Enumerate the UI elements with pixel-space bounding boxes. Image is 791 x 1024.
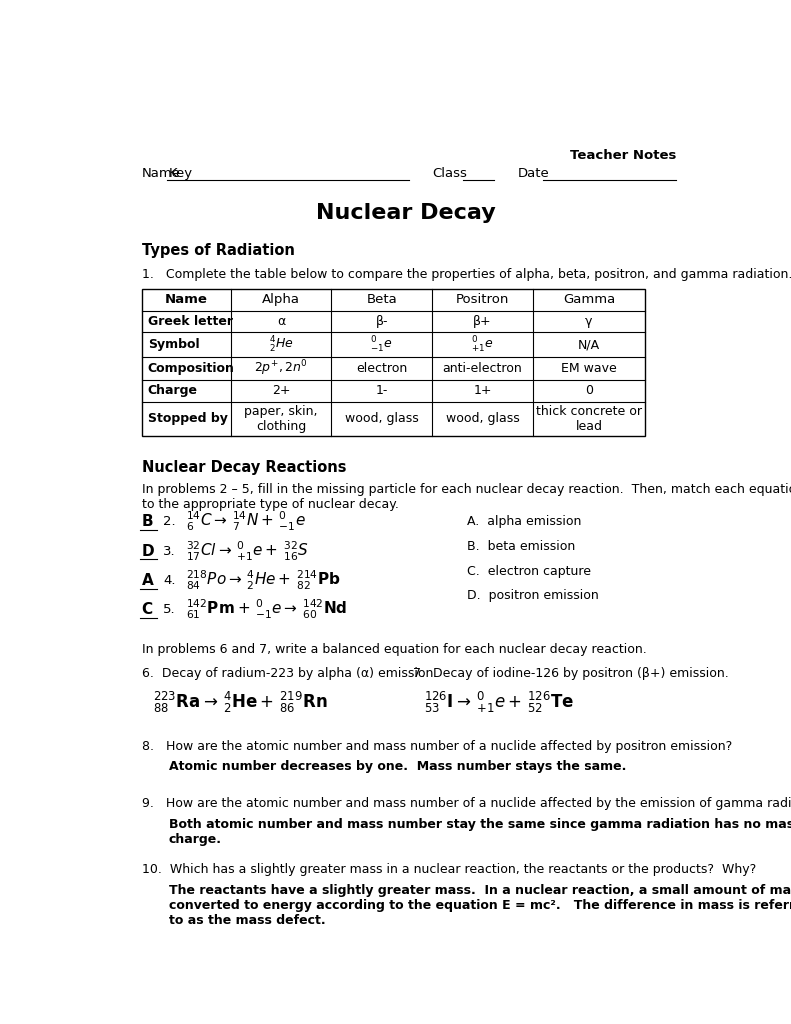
Text: electron: electron <box>356 362 407 375</box>
Text: C.  electron capture: C. electron capture <box>467 564 591 578</box>
Text: wood, glass: wood, glass <box>345 412 418 425</box>
Text: Nuclear Decay: Nuclear Decay <box>316 203 495 223</box>
Text: $^{32}_{17}Cl\rightarrow\,^{0}_{+1}e+\,^{32}_{16}S$: $^{32}_{17}Cl\rightarrow\,^{0}_{+1}e+\,^… <box>187 540 309 562</box>
Text: The reactants have a slightly greater mass.  In a nuclear reaction, a small amou: The reactants have a slightly greater ma… <box>168 884 791 927</box>
Text: C: C <box>142 602 153 617</box>
Text: Stopped by: Stopped by <box>148 412 228 425</box>
Text: 7.  Decay of iodine-126 by positron (β+) emission.: 7. Decay of iodine-126 by positron (β+) … <box>413 667 729 680</box>
Text: wood, glass: wood, glass <box>445 412 520 425</box>
Text: 1.   Complete the table below to compare the properties of alpha, beta, positron: 1. Complete the table below to compare t… <box>142 267 791 281</box>
Text: Teacher Notes: Teacher Notes <box>570 150 676 162</box>
Text: Name: Name <box>165 294 207 306</box>
Text: Alpha: Alpha <box>262 294 300 306</box>
Text: A: A <box>142 572 153 588</box>
Bar <box>142 289 645 435</box>
Text: β-: β- <box>376 315 388 328</box>
Text: Both atomic number and mass number stay the same since gamma radiation has no ma: Both atomic number and mass number stay … <box>168 818 791 846</box>
Text: $^{126}_{53}\mathbf{I}\rightarrow\,^{0}_{+1}e+\,^{126}_{52}\mathbf{Te}$: $^{126}_{53}\mathbf{I}\rightarrow\,^{0}_… <box>425 689 574 715</box>
Text: 9.   How are the atomic number and mass number of a nuclide affected by the emis: 9. How are the atomic number and mass nu… <box>142 798 791 810</box>
Text: Symbol: Symbol <box>148 338 199 351</box>
Text: $^{218}_{84}Po\rightarrow\,^{4}_{2}He+\,^{214}_{82}\mathbf{Pb}$: $^{218}_{84}Po\rightarrow\,^{4}_{2}He+\,… <box>187 568 341 592</box>
Text: $^{0}_{+1}e$: $^{0}_{+1}e$ <box>471 335 494 354</box>
Text: thick concrete or
lead: thick concrete or lead <box>536 404 642 432</box>
Text: 8.   How are the atomic number and mass number of a nuclide affected by positron: 8. How are the atomic number and mass nu… <box>142 739 732 753</box>
Text: $^{14}_{6}C\rightarrow\,^{14}_{7}N+\,^{0}_{-1}e$: $^{14}_{6}C\rightarrow\,^{14}_{7}N+\,^{0… <box>187 510 306 534</box>
Text: Key: Key <box>168 167 193 180</box>
Text: B: B <box>142 514 153 529</box>
Text: D: D <box>142 544 154 558</box>
Text: 6.  Decay of radium-223 by alpha (α) emission.: 6. Decay of radium-223 by alpha (α) emis… <box>142 667 437 680</box>
Text: anti-electron: anti-electron <box>443 362 522 375</box>
Text: In problems 6 and 7, write a balanced equation for each nuclear decay reaction.: In problems 6 and 7, write a balanced eq… <box>142 643 646 656</box>
Text: β+: β+ <box>473 315 492 328</box>
Text: 5.: 5. <box>163 603 176 616</box>
Text: A.  alpha emission: A. alpha emission <box>467 515 581 528</box>
Text: Nuclear Decay Reactions: Nuclear Decay Reactions <box>142 460 346 475</box>
Text: 3.: 3. <box>163 545 176 557</box>
Text: paper, skin,
clothing: paper, skin, clothing <box>244 404 318 432</box>
Text: N/A: N/A <box>578 338 600 351</box>
Text: $^{142}_{61}\mathbf{Pm}+\,^{0}_{-1}e\rightarrow\,^{142}_{60}\mathbf{Nd}$: $^{142}_{61}\mathbf{Pm}+\,^{0}_{-1}e\rig… <box>187 598 348 622</box>
Text: EM wave: EM wave <box>561 362 617 375</box>
Text: 1+: 1+ <box>473 384 492 397</box>
Text: $^{0}_{-1}e$: $^{0}_{-1}e$ <box>370 335 393 354</box>
Text: $^{4}_{2}He$: $^{4}_{2}He$ <box>269 335 293 354</box>
Text: Name: Name <box>142 167 180 180</box>
Text: α: α <box>277 315 285 328</box>
Text: Gamma: Gamma <box>563 294 615 306</box>
Text: D.  positron emission: D. positron emission <box>467 589 599 602</box>
Text: 2.: 2. <box>163 515 176 528</box>
Text: In problems 2 – 5, fill in the missing particle for each nuclear decay reaction.: In problems 2 – 5, fill in the missing p… <box>142 483 791 511</box>
Text: Class: Class <box>432 167 467 180</box>
Text: 10.  Which has a slightly greater mass in a nuclear reaction, the reactants or t: 10. Which has a slightly greater mass in… <box>142 863 755 876</box>
Text: B.  beta emission: B. beta emission <box>467 540 575 553</box>
Text: 0: 0 <box>585 384 593 397</box>
Text: $^{223}_{88}\mathbf{Ra}\rightarrow\,^{4}_{2}\mathbf{He}+\,^{219}_{86}\mathbf{Rn}: $^{223}_{88}\mathbf{Ra}\rightarrow\,^{4}… <box>153 689 327 715</box>
Text: Charge: Charge <box>148 384 198 397</box>
Text: $2p^{+}, 2n^{0}$: $2p^{+}, 2n^{0}$ <box>254 358 308 378</box>
Text: 4.: 4. <box>163 573 176 587</box>
Text: Greek letter: Greek letter <box>148 315 233 328</box>
Text: Composition: Composition <box>148 362 235 375</box>
Text: 2+: 2+ <box>272 384 290 397</box>
Text: γ: γ <box>585 315 592 328</box>
Text: Types of Radiation: Types of Radiation <box>142 243 294 258</box>
Text: Beta: Beta <box>366 294 397 306</box>
Text: Positron: Positron <box>456 294 509 306</box>
Text: 1-: 1- <box>376 384 388 397</box>
Text: Atomic number decreases by one.  Mass number stays the same.: Atomic number decreases by one. Mass num… <box>168 761 626 773</box>
Text: Date: Date <box>517 167 549 180</box>
